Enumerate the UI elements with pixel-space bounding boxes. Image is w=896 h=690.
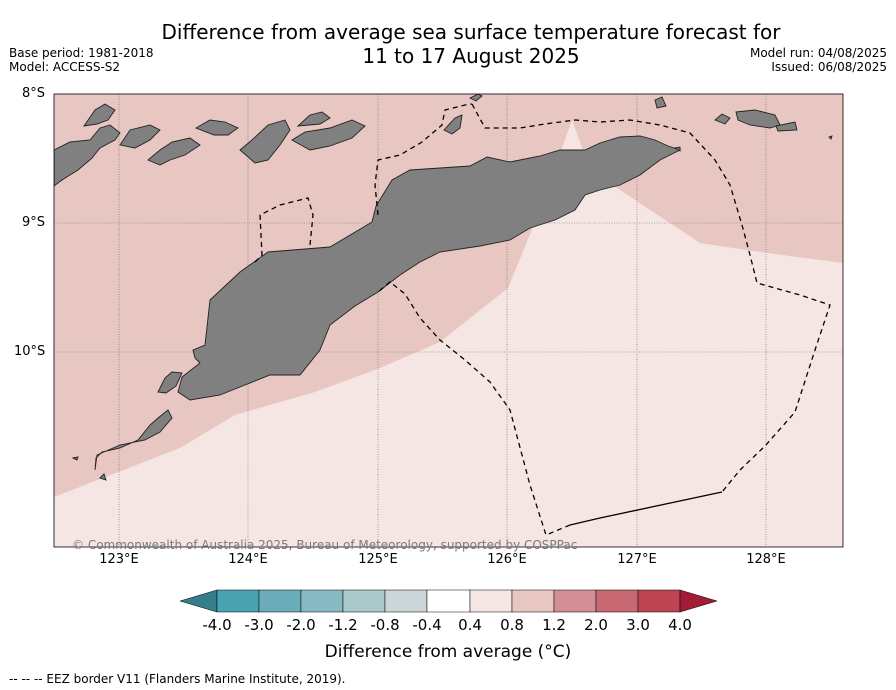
small-island-2 [71, 456, 79, 461]
atauro-island [296, 111, 331, 127]
colorbar-over [679, 589, 718, 613]
title-line-1: Difference from average sea surface temp… [161, 20, 781, 44]
colorbar-label: Difference from average (°C) [324, 642, 572, 662]
lat-label-10s: 10°S [14, 344, 46, 359]
colorbar-tick-2: -2.0 [286, 616, 316, 634]
colorbar-seg-2 [300, 589, 344, 613]
colorbar-tick-10: 3.0 [626, 616, 650, 634]
lon-label-127e: 127°E [617, 552, 657, 567]
eez-footnote: -- -- -- EEZ border V11 (Flanders Marine… [9, 672, 346, 686]
timor-island [177, 135, 682, 401]
flores-island [54, 124, 121, 187]
lon-label-123e: 123°E [99, 552, 139, 567]
wetar-island [291, 119, 366, 151]
colorbar-tick-3: -1.2 [328, 616, 358, 634]
colorbar-tick-5: -0.4 [412, 616, 442, 634]
sawu-island [94, 409, 173, 471]
colorbar-tick-8: 1.2 [542, 616, 566, 634]
meta-left: Base period: 1981-2018 Model: ACCESS-S2 [9, 46, 154, 74]
pantar-island [147, 137, 201, 166]
colorbar-seg-6 [469, 589, 513, 613]
colorbar-tick-4: -0.8 [370, 616, 400, 634]
colorbar-seg-0 [216, 589, 260, 613]
colorbar-tick-7: 0.8 [500, 616, 524, 634]
colorbar-seg-1 [258, 589, 302, 613]
adonara-island [83, 103, 116, 127]
eez-border-joint [569, 491, 723, 526]
colorbar [179, 589, 718, 613]
lon-label-124e: 124°E [228, 552, 268, 567]
alor-island-2 [239, 119, 291, 164]
copyright-notice: © Commonwealth of Australia 2025, Bureau… [72, 538, 578, 552]
moa-island [714, 113, 731, 125]
lat-label-9s: 9°S [22, 215, 46, 230]
colorbar-tick-1: -3.0 [244, 616, 274, 634]
kisar-island [468, 94, 483, 102]
model-run: Model run: 04/08/2025 [749, 46, 887, 60]
eez-border-north [374, 103, 473, 216]
lon-label-125e: 125°E [358, 552, 398, 567]
romang-island [443, 114, 463, 135]
colorbar-seg-3 [342, 589, 386, 613]
colorbar-seg-4 [384, 589, 428, 613]
map-frame [53, 93, 844, 548]
eez-borders [254, 103, 831, 536]
colorbar-seg-5 [426, 589, 471, 613]
chart-title: Difference from average sea surface temp… [0, 20, 896, 68]
colorbar-tick-11: 4.0 [668, 616, 692, 634]
issued-date: Issued: 06/08/2025 [771, 60, 887, 74]
lon-label-128e: 128°E [746, 552, 786, 567]
babar-island [735, 109, 781, 129]
land-masses [54, 94, 833, 481]
babar-island-2 [775, 121, 798, 132]
meta-right: Model run: 04/08/2025 Issued: 06/08/2025 [750, 46, 887, 74]
colorbar-under [179, 589, 218, 613]
tiny-island-4 [673, 146, 681, 152]
leti-island [654, 96, 667, 109]
alor-island [194, 119, 239, 136]
colorbar-tick-0: -4.0 [202, 616, 232, 634]
colorbar-tick-6: 0.4 [458, 616, 482, 634]
base-period: Base period: 1981-2018 [9, 46, 154, 60]
eez-border-east [471, 103, 831, 493]
colorbar-seg-10 [637, 589, 681, 613]
lat-label-8s: 8°S [22, 86, 46, 101]
title-line-2: 11 to 17 August 2025 [362, 44, 580, 68]
eez-border-oecusse [254, 197, 314, 263]
colorbar-tick-9: 2.0 [584, 616, 608, 634]
rote-island [157, 371, 183, 394]
tiny-island-3 [828, 135, 833, 140]
lembata-island [119, 124, 161, 149]
model-name: Model: ACCESS-S2 [9, 60, 121, 74]
colorbar-seg-7 [511, 589, 555, 613]
colorbar-seg-9 [595, 589, 639, 613]
anomaly-band-low [54, 120, 843, 547]
small-island-1 [99, 473, 107, 481]
lon-label-126e: 126°E [487, 552, 527, 567]
colorbar-seg-8 [553, 589, 597, 613]
